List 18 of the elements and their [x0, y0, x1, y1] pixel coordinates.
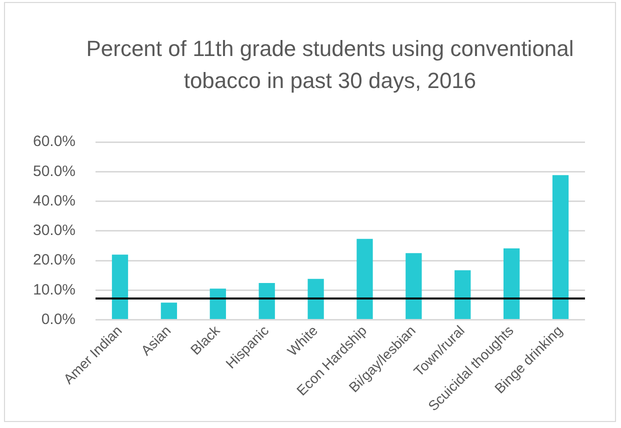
- y-tick-label: 60.0%: [32, 133, 76, 150]
- y-tick-label: 40.0%: [32, 192, 76, 210]
- y-tick-label: 20.0%: [32, 252, 76, 269]
- bar: [454, 270, 471, 320]
- bar: [552, 175, 569, 320]
- bar: [258, 283, 275, 320]
- bar: [504, 248, 520, 320]
- bar: [308, 278, 324, 320]
- bar: [406, 253, 422, 320]
- chart-title: Percent of 11th grade students using conventional tobacco in past 30 days, 2016: [85, 35, 575, 95]
- y-tick-label: 10.0%: [32, 281, 76, 298]
- bar: [160, 302, 178, 320]
- y-tick-label: 0.0%: [41, 310, 76, 328]
- y-tick-label: 30.0%: [32, 222, 76, 240]
- bar: [210, 288, 226, 320]
- y-tick-label: 50.0%: [32, 162, 76, 180]
- bar: [356, 238, 373, 320]
- bar: [112, 254, 128, 320]
